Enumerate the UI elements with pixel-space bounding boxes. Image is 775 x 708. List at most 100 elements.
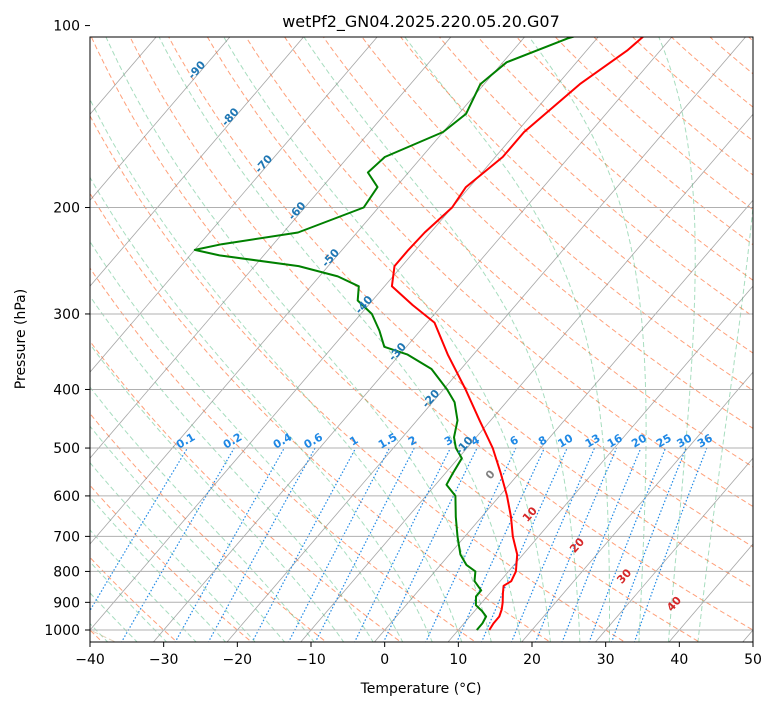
moist-adiabat-label: -90: [185, 58, 208, 82]
mixing-ratio-line: [611, 447, 687, 642]
y-tick-label: 100: [53, 19, 80, 35]
pressure-gridlines: [90, 207, 753, 631]
mixing-ratio-line: [382, 447, 478, 642]
line-labels: 0.1 0.2 0.4 0.6 1 1.5 2 3 4 6 8 10 13 16 20 25 30 36-100-…: [149, 8, 715, 614]
mixing-ratio-line: [288, 447, 391, 642]
mixing-ratio-label: 8: [536, 433, 549, 448]
y-tick-label: 500: [53, 441, 80, 457]
moist-adiabat: [90, 529, 197, 642]
mixing-ratio-line: [561, 447, 642, 642]
y-tick-label: 600: [53, 489, 80, 505]
isotherm-line: [152, 37, 673, 642]
x-tick-label: 0: [380, 652, 389, 668]
moist-adiabat-label: -20: [419, 387, 442, 411]
moist-adiabat: [528, 37, 647, 642]
moist-adiabat: [105, 37, 492, 642]
sounding-traces: [193, 37, 645, 631]
mixing-ratio-line: [120, 447, 235, 642]
moist-adiabat-label: -100: [149, 8, 177, 37]
mixing-ratio-label: 2: [406, 433, 419, 448]
x-axis-label: Temperature (°C): [360, 681, 482, 697]
moist-adiabat: [658, 37, 696, 642]
dry-adiabat: [515, 37, 753, 246]
mixing-ratio-line: [633, 447, 708, 642]
x-tick-label: −10: [296, 652, 326, 668]
dewpoint-line: [193, 37, 577, 631]
moist-adiabat-label: -70: [252, 152, 275, 176]
x-tick-label: 10: [449, 652, 467, 668]
temperature-line: [390, 37, 645, 631]
isotherm-line: [90, 37, 599, 631]
dry-adiabat: [400, 37, 753, 354]
mixing-ratio-line: [90, 447, 189, 612]
mixing-ratio-line: [425, 447, 517, 642]
isotherm-line: [668, 543, 753, 642]
y-tick-label: 400: [53, 382, 80, 398]
dry-adiabat: [245, 37, 753, 508]
mixing-ratio-line: [207, 447, 316, 642]
x-tick-label: −20: [223, 652, 253, 668]
isotherm-line: [447, 285, 753, 642]
mixing-ratio-line: [354, 447, 452, 642]
dry-adiabat: [206, 37, 753, 548]
dry-adiabat: [438, 37, 753, 318]
x-tick-label: −30: [149, 652, 179, 668]
y-axis-label: Pressure (hPa): [13, 289, 29, 389]
x-tick-label: 30: [597, 652, 615, 668]
y-tick-label: 900: [53, 595, 80, 611]
y-tick-label: 300: [53, 307, 80, 323]
dry-adiabat: [90, 114, 626, 642]
isotherm-label: 20: [567, 535, 587, 555]
isotherm-label: 10: [520, 504, 540, 524]
dry-adiabat: [284, 37, 753, 468]
x-tick-label: 40: [670, 652, 688, 668]
x-tick-label: −40: [75, 652, 105, 668]
isotherm-line: [594, 457, 753, 642]
dry-adiabat: [90, 412, 327, 642]
y-axis: 100 200 300 400 500 600 700 800 900 1000: [44, 19, 90, 639]
background-lines: [90, 37, 753, 642]
moist-adiabat: [697, 201, 753, 642]
y-tick-label: 800: [53, 564, 80, 580]
moist-adiabat-label: -30: [386, 340, 409, 364]
isotherm-label: 0: [483, 467, 498, 482]
isotherm-line: [226, 37, 747, 642]
moist-adiabat: [90, 425, 286, 642]
moist-adiabat: [90, 240, 404, 642]
moist-adiabat-label: -60: [286, 199, 309, 223]
mixing-ratio-line: [510, 447, 596, 642]
moist-adiabat-label: -50: [319, 246, 342, 270]
isotherm-line: [373, 199, 753, 642]
dry-adiabat: [747, 37, 753, 42]
moist-adiabat: [303, 37, 581, 642]
chart-title: wetPf2_GN04.2025.220.05.20.G07: [282, 12, 560, 32]
y-tick-label: 700: [53, 529, 80, 545]
y-tick-label: 1000: [44, 623, 80, 639]
mixing-ratio-label: 6: [508, 433, 521, 448]
isotherm-line: [300, 113, 753, 642]
isotherm-label: 40: [664, 594, 684, 614]
isotherm-line: [90, 37, 452, 459]
x-tick-label: 50: [744, 652, 762, 668]
isotherm-line: [90, 37, 378, 373]
isotherm-line: [90, 37, 526, 545]
isotherm-line: [521, 371, 753, 642]
mixing-ratio-line: [314, 447, 415, 642]
isotherm-line: [90, 37, 231, 201]
dry-adiabat: [90, 267, 477, 642]
mixing-ratio-line: [534, 447, 618, 642]
isotherm-line: [742, 629, 753, 642]
x-tick-label: 20: [523, 652, 541, 668]
x-axis: −40 −30 −20 −10 0 10 20 30 40 50: [75, 642, 762, 668]
moist-adiabat: [90, 496, 227, 642]
mixing-ratio-line: [588, 447, 667, 642]
y-tick-label: 200: [53, 201, 80, 217]
moist-adiabat: [404, 37, 610, 642]
plot-frame: [89, 36, 754, 643]
moist-adiabat: [90, 98, 463, 642]
moist-adiabat: [90, 295, 374, 642]
moist-adiabat: [90, 343, 345, 642]
mixing-ratio-line: [456, 447, 546, 642]
dry-adiabat: [631, 37, 753, 142]
